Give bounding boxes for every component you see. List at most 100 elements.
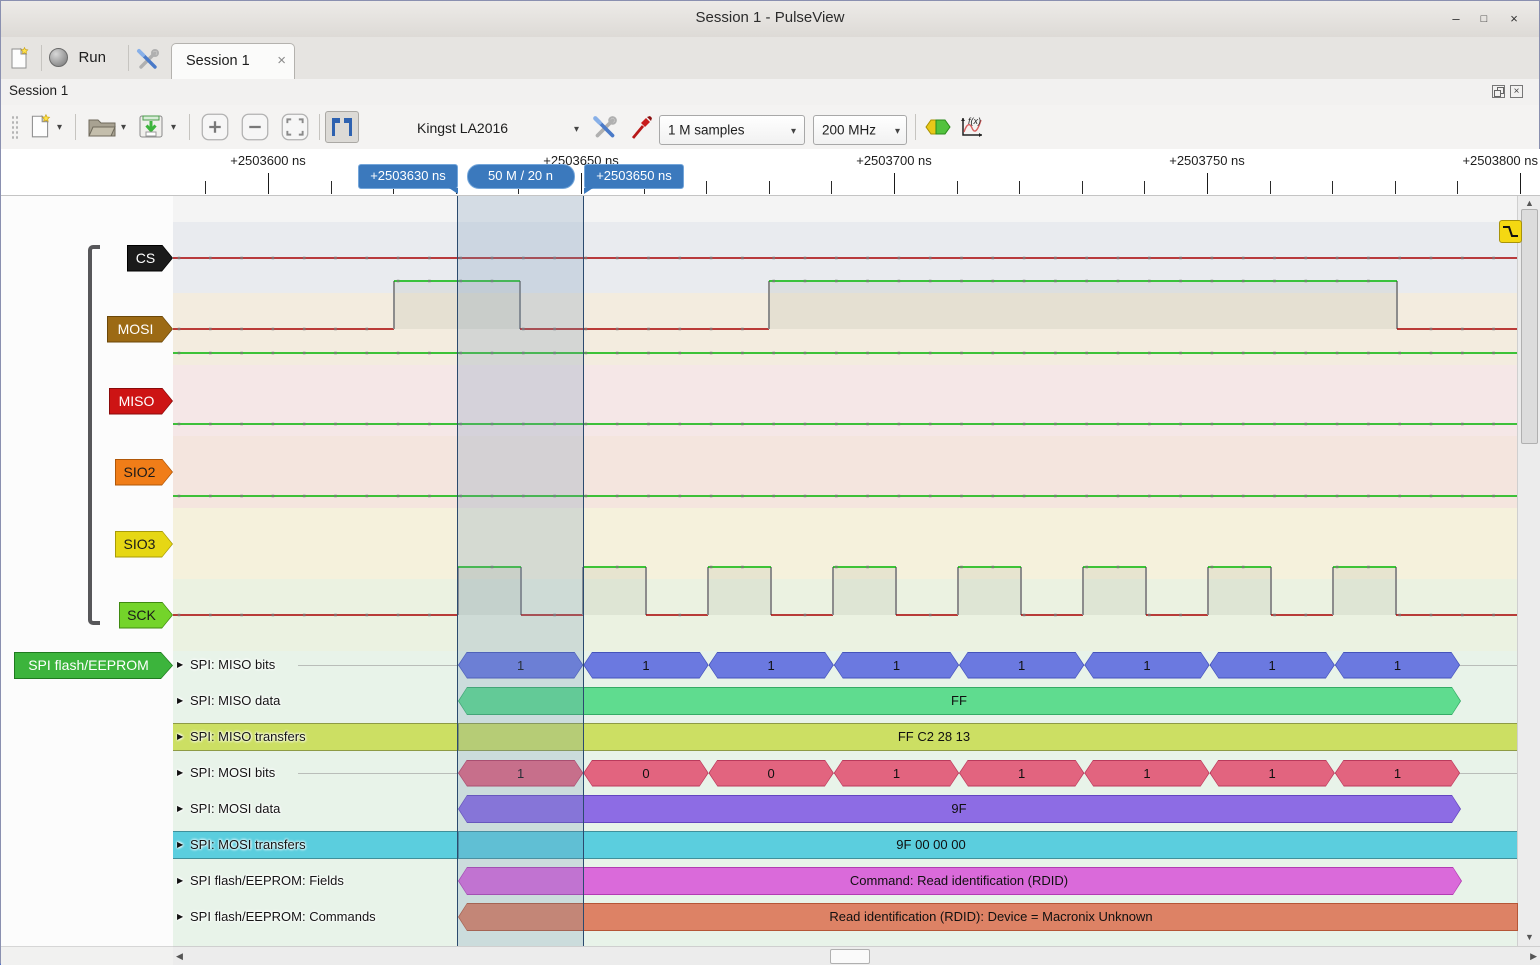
bit-annotation[interactable]: 1 xyxy=(834,760,959,787)
decoder-tag[interactable]: SPI flash/EEPROM xyxy=(14,652,173,679)
bit-annotation[interactable]: 1 xyxy=(583,652,708,679)
hscroll-thumb[interactable] xyxy=(830,949,870,964)
ruler-major-tick xyxy=(581,173,582,194)
bit-annotation[interactable]: 1 xyxy=(1210,760,1335,787)
new-view-button[interactable] xyxy=(27,113,53,139)
vscroll-thumb[interactable] xyxy=(1521,209,1538,444)
transfer-annotation[interactable] xyxy=(173,831,1517,859)
zoom-in-button[interactable] xyxy=(201,113,229,141)
minimize-button[interactable]: – xyxy=(1445,9,1467,29)
dock-close-icon[interactable]: × xyxy=(1510,85,1523,98)
time-ruler[interactable]: +2503600 ns+2503650 ns+2503700 ns+250375… xyxy=(1,149,1540,196)
ruler-tick-label: +2503600 ns xyxy=(230,153,306,168)
add-decoder-button[interactable] xyxy=(923,115,953,139)
cursor-left-line[interactable] xyxy=(457,196,458,946)
bit-annotation-fill: 1 xyxy=(1336,761,1459,786)
scroll-up-arrow[interactable]: ▲ xyxy=(1518,198,1540,208)
scroll-right-arrow[interactable]: ▶ xyxy=(1530,951,1537,962)
run-button[interactable]: Run xyxy=(49,41,121,82)
new-session-button[interactable] xyxy=(7,41,35,80)
show-cursors-button[interactable] xyxy=(325,111,359,143)
bit-annotation[interactable]: 1 xyxy=(1335,652,1460,679)
toolbar-separator xyxy=(915,114,916,140)
bit-annotation[interactable]: 1 xyxy=(1084,760,1209,787)
open-button[interactable] xyxy=(87,114,117,140)
add-math-signal-button[interactable]: f(x) xyxy=(959,114,987,140)
falling-edge-trigger-icon[interactable] xyxy=(1499,220,1522,243)
row-expander-icon[interactable]: ▶ xyxy=(177,912,183,921)
device-config-button[interactable] xyxy=(591,114,619,142)
cursor-left-flag[interactable]: +2503630 ns xyxy=(358,164,458,189)
capture-toolbar: ▾ ▾ ▾ Kingst LA2016 ▾ xyxy=(1,105,1539,150)
signal-tag-fill: SCK xyxy=(120,603,172,628)
ruler-minor-tick xyxy=(1395,181,1396,194)
channels-button[interactable] xyxy=(629,114,657,142)
signal-tag-mosi[interactable]: MOSI xyxy=(107,316,173,343)
signal-tag-sio2[interactable]: SIO2 xyxy=(115,459,173,486)
signal-tag-sck[interactable]: SCK xyxy=(119,602,173,629)
row-expander-icon[interactable]: ▶ xyxy=(177,876,183,885)
decoder-row-label: SPI: MOSI data xyxy=(190,801,280,816)
scroll-down-arrow[interactable]: ▼ xyxy=(1518,932,1540,942)
bit-annotation[interactable]: 1 xyxy=(1335,760,1460,787)
sample-count-select[interactable]: 1 M samples ▾ xyxy=(659,115,805,145)
ruler-tick-label: +2503750 ns xyxy=(1169,153,1245,168)
zoom-fit-button[interactable] xyxy=(281,113,309,141)
cursors-icon xyxy=(329,114,355,140)
horizontal-scrollbar[interactable]: ◀▶ xyxy=(1,946,1540,965)
row-expander-icon[interactable]: ▶ xyxy=(177,696,183,705)
bit-annotation[interactable]: 1 xyxy=(1210,652,1335,679)
zoom-out-button[interactable] xyxy=(241,113,269,141)
bit-annotation[interactable]: 1 xyxy=(1084,652,1209,679)
bit-annotation[interactable]: 0 xyxy=(709,760,834,787)
signal-tag-miso[interactable]: MISO xyxy=(109,388,173,415)
device-select[interactable]: Kingst LA2016 ▾ xyxy=(397,115,587,143)
pulseview-window: Session 1 - PulseView – □ × Run Session … xyxy=(0,0,1540,965)
row-expander-icon[interactable]: ▶ xyxy=(177,804,183,813)
transfer-annotation[interactable] xyxy=(173,723,1517,751)
signal-tag-sio3[interactable]: SIO3 xyxy=(115,531,173,558)
vertical-scrollbar[interactable]: ▲▼ xyxy=(1517,196,1540,946)
open-dropdown-caret[interactable]: ▾ xyxy=(121,122,126,133)
toolbar-separator xyxy=(189,114,190,140)
bit-annotation[interactable]: 1 xyxy=(959,760,1084,787)
bit-annotation[interactable]: 1 xyxy=(834,652,959,679)
save-button[interactable] xyxy=(137,114,165,140)
close-button[interactable]: × xyxy=(1503,9,1525,29)
ruler-major-tick xyxy=(1207,173,1208,194)
settings-button[interactable] xyxy=(135,41,165,81)
sample-count-value: 1 M samples xyxy=(668,123,745,138)
run-state-icon xyxy=(49,48,68,67)
cursor-right-flag[interactable]: +2503650 ns xyxy=(584,164,684,189)
session-tab-label: Session 1 xyxy=(186,53,250,69)
bit-annotation[interactable]: 0 xyxy=(583,760,708,787)
ruler-minor-tick xyxy=(769,181,770,194)
tab-close-icon[interactable]: × xyxy=(277,52,286,69)
dock-float-icon[interactable] xyxy=(1492,85,1505,98)
cursor-duration-flag[interactable]: 50 M / 20 n xyxy=(467,164,575,189)
row-expander-icon[interactable]: ▶ xyxy=(177,768,183,777)
cursor-right-line[interactable] xyxy=(583,196,584,946)
session-tab[interactable]: Session 1 × xyxy=(171,43,295,80)
row-expander-icon[interactable]: ▶ xyxy=(177,660,183,669)
bit-annotation-fill: 1 xyxy=(584,653,707,678)
bit-annotation[interactable]: 1 xyxy=(959,652,1084,679)
toolbar-grip[interactable] xyxy=(11,115,19,139)
scroll-left-arrow[interactable]: ◀ xyxy=(176,951,183,962)
ruler-minor-tick xyxy=(957,181,958,194)
hscroll-track[interactable]: ◀▶ xyxy=(173,946,1540,965)
new-view-dropdown-caret[interactable]: ▾ xyxy=(57,122,62,133)
row-expander-icon[interactable]: ▶ xyxy=(177,732,183,741)
ruler-minor-tick xyxy=(205,181,206,194)
save-dropdown-caret[interactable]: ▾ xyxy=(171,122,176,133)
bit-annotation[interactable]: 1 xyxy=(709,652,834,679)
maximize-button[interactable]: □ xyxy=(1473,9,1495,29)
sample-rate-select[interactable]: 200 MHz ▾ xyxy=(813,115,907,145)
row-expander-icon[interactable]: ▶ xyxy=(177,840,183,849)
window-title: Session 1 - PulseView xyxy=(1,9,1539,26)
decoder-row-label: SPI: MOSI bits xyxy=(190,765,275,780)
waveform-area[interactable]: 11111111▶SPI: MISO bitsFF▶SPI: MISO data… xyxy=(1,196,1540,946)
decoder-row-label: SPI: MISO bits xyxy=(190,657,275,672)
zoom-in-icon xyxy=(201,113,229,141)
decoder-row-label: SPI: MISO transfers xyxy=(190,729,306,744)
